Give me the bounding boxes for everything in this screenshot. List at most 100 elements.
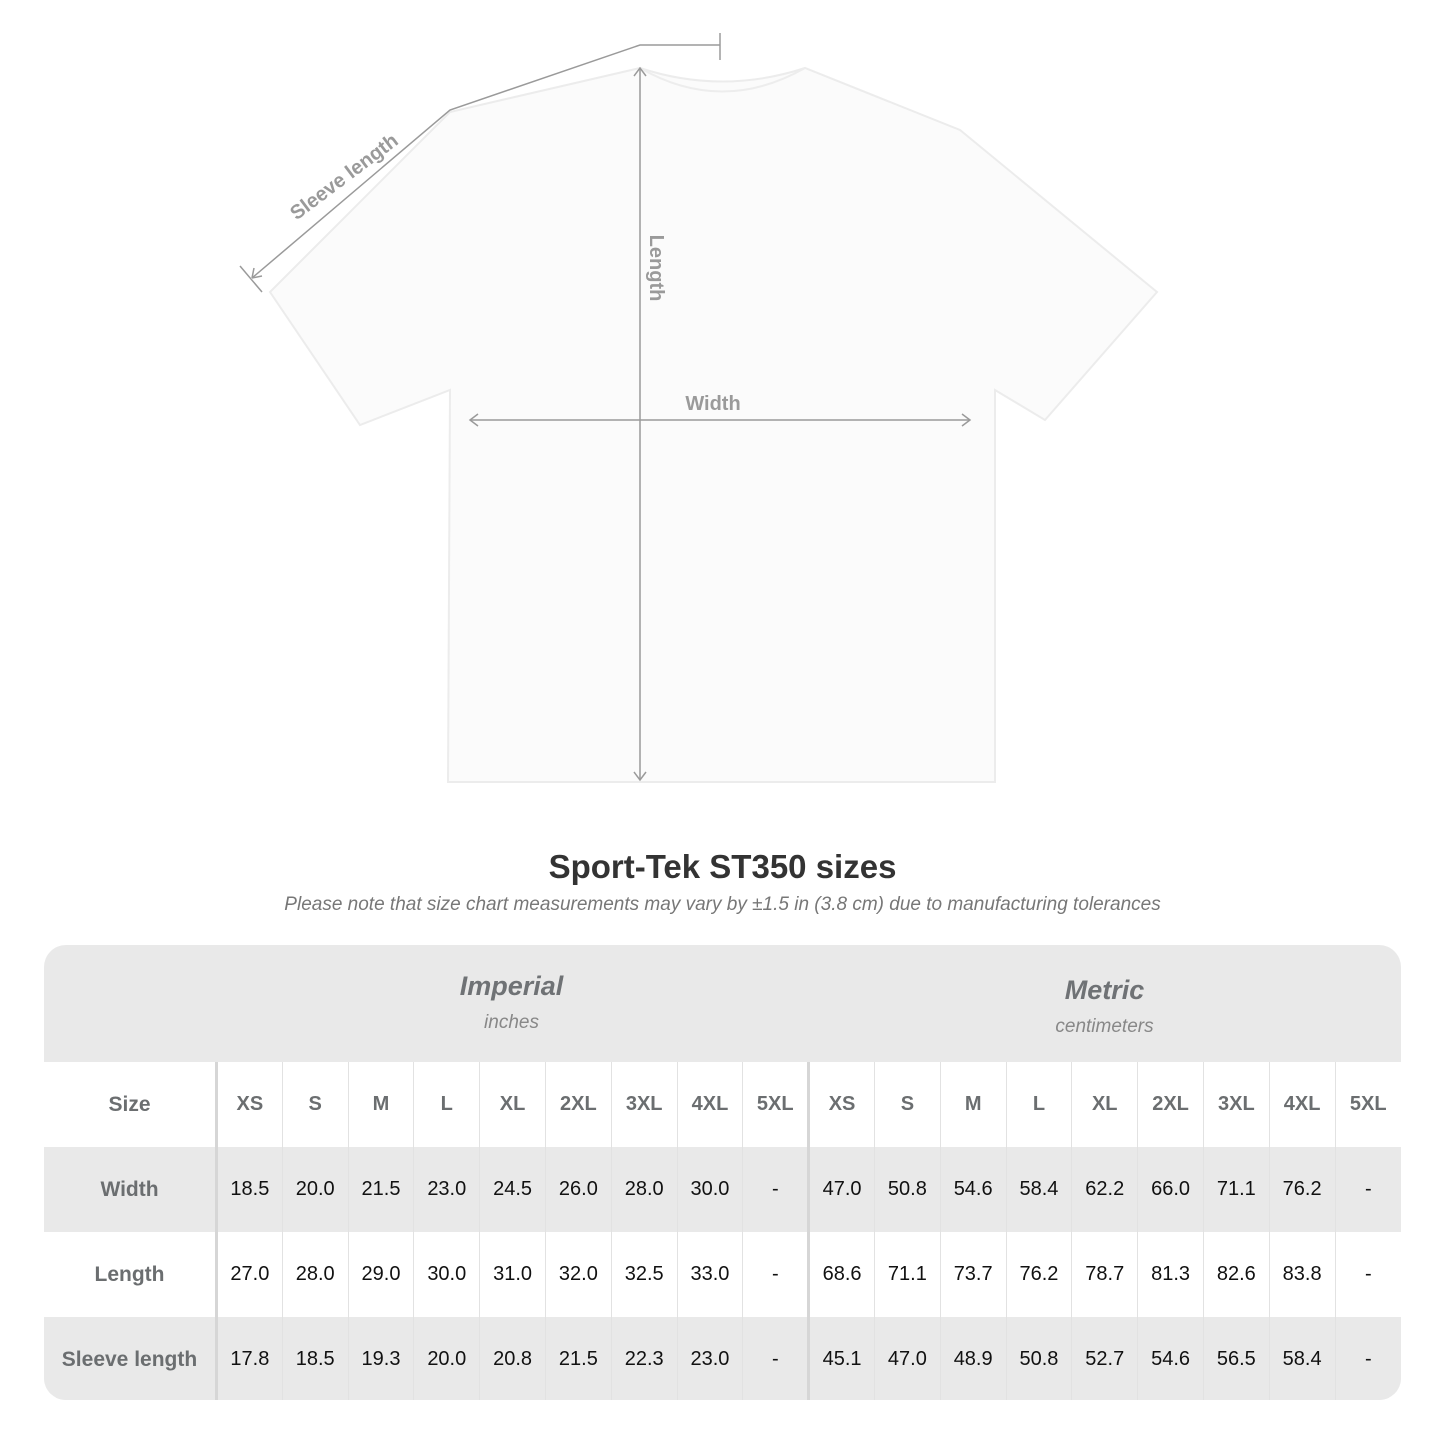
size-table: Size XS S M L XL 2XL 3XL 4XL 5XL XS S M L XL 2XL 3XL 4XL 5… — [44, 1062, 1401, 1400]
metric-size-2xl: 2XL — [1137, 1062, 1204, 1147]
tshirt-shape — [268, 66, 1159, 783]
imperial-size-xs: XS — [215, 1062, 283, 1147]
metric-cell: - — [1334, 1147, 1401, 1232]
metric-size-4xl: 4XL — [1268, 1062, 1336, 1147]
table-row: Sleeve length 17.8 18.5 19.3 20.0 20.8 21.5 22.… — [44, 1317, 1401, 1400]
metric-size-l: L — [1005, 1062, 1072, 1147]
imperial-cell: 24.5 — [479, 1147, 546, 1232]
imperial-cell: 26.0 — [544, 1147, 612, 1232]
metric-cell: 81.3 — [1137, 1232, 1204, 1317]
imperial-cell: 30.0 — [676, 1147, 743, 1232]
table-row: Width 18.5 20.0 21.5 23.0 24.5 26.0 28.0 30.0-47… — [44, 1147, 1401, 1232]
metric-cell: 76.2 — [1268, 1147, 1336, 1232]
imperial-size-l: L — [413, 1062, 480, 1147]
metric-size-3xl: 3XL — [1202, 1062, 1270, 1147]
metric-size-xs: XS — [807, 1062, 875, 1147]
metric-cell: 47.0 — [807, 1147, 875, 1232]
page-title: Sport-Tek ST350 sizes — [548, 848, 897, 885]
imperial-size-5xl: 5XL — [742, 1062, 809, 1147]
metric-cell: 58.4 — [1268, 1317, 1336, 1400]
size-label: Size — [108, 1092, 151, 1116]
metric-header: Metric centimeters — [808, 945, 1401, 1092]
row-label: Width — [100, 1177, 159, 1201]
imperial-cell: 23.0 — [413, 1147, 480, 1232]
imperial-size-m: M — [347, 1062, 414, 1147]
imperial-cell: 20.0 — [281, 1147, 349, 1232]
metric-cell: 45.1 — [807, 1317, 875, 1400]
sleeve-arrow — [251, 267, 263, 279]
length-arrow-top — [633, 66, 647, 77]
imperial-title: Imperial — [459, 971, 564, 1001]
metric-cell: 56.5 — [1202, 1317, 1270, 1400]
imperial-cell: 23.0 — [676, 1317, 743, 1400]
metric-cell: 48.9 — [939, 1317, 1007, 1400]
imperial-cell: 32.0 — [544, 1232, 612, 1317]
metric-cell: 71.1 — [1202, 1147, 1270, 1232]
imperial-cell: 18.5 — [215, 1147, 283, 1232]
imperial-cell: 21.5 — [347, 1147, 414, 1232]
metric-size-s: S — [873, 1062, 941, 1147]
sleeve-length-line — [251, 44, 720, 279]
metric-cell: 76.2 — [1005, 1232, 1072, 1317]
imperial-cell: 28.0 — [281, 1232, 349, 1317]
metric-cell: 47.0 — [873, 1317, 941, 1400]
length-arrow-bottom — [633, 771, 647, 782]
imperial-cell: 19.3 — [347, 1317, 414, 1400]
metric-cell: 73.7 — [939, 1232, 1007, 1317]
metric-cell: 83.8 — [1268, 1232, 1336, 1317]
collar — [639, 67, 806, 93]
imperial-cell: 30.0 — [413, 1232, 480, 1317]
imperial-cell: 27.0 — [215, 1232, 283, 1317]
imperial-cell: - — [742, 1147, 809, 1232]
metric-cell: - — [1334, 1317, 1401, 1400]
metric-cell: 54.6 — [939, 1147, 1007, 1232]
imperial-unit: inches — [484, 1012, 539, 1033]
imperial-cell: 28.0 — [610, 1147, 678, 1232]
metric-cell: 66.0 — [1137, 1147, 1204, 1232]
size-table-card: Imperial inches Metric centimeters Size X… — [44, 945, 1401, 1400]
metric-cell: - — [1334, 1232, 1401, 1317]
imperial-cell: 32.5 — [610, 1232, 678, 1317]
metric-cell: 52.7 — [1071, 1317, 1138, 1400]
metric-unit: centimeters — [1055, 1016, 1154, 1037]
imperial-cell: 20.0 — [413, 1317, 480, 1400]
width-label: Width — [685, 393, 740, 415]
imperial-cell: 22.3 — [610, 1317, 678, 1400]
metric-size-m: M — [939, 1062, 1007, 1147]
metric-size-5xl: 5XL — [1334, 1062, 1401, 1147]
metric-size-xl: XL — [1071, 1062, 1138, 1147]
imperial-cell: 17.8 — [215, 1317, 283, 1400]
imperial-cell: 29.0 — [347, 1232, 414, 1317]
imperial-cell: 31.0 — [479, 1232, 546, 1317]
table-row: Length 27.0 28.0 29.0 30.0 31.0 32.0 32.5 33.0-6… — [44, 1232, 1401, 1317]
metric-cell: 62.2 — [1071, 1147, 1138, 1232]
imperial-size-3xl: 3XL — [610, 1062, 678, 1147]
metric-cell: 71.1 — [873, 1232, 941, 1317]
imperial-size-s: S — [281, 1062, 349, 1147]
sleeve-start-tick — [239, 265, 263, 293]
metric-cell: 82.6 — [1202, 1232, 1270, 1317]
imperial-cell: 21.5 — [544, 1317, 612, 1400]
row-label: Length — [94, 1262, 165, 1286]
imperial-cell: 20.8 — [479, 1317, 546, 1400]
tshirt-measurement-diagram: Sleeve length Length Width — [239, 33, 1159, 783]
imperial-size-xl: XL — [479, 1062, 546, 1147]
imperial-cell: 18.5 — [281, 1317, 349, 1400]
metric-cell: 50.8 — [1005, 1317, 1072, 1400]
imperial-cell: 33.0 — [676, 1232, 743, 1317]
size-header-row: Size XS S M L XL 2XL 3XL 4XL 5XL XS S M L XL 2XL 3XL 4XL 5… — [44, 1062, 1401, 1147]
width-arrow-left — [468, 413, 479, 427]
metric-cell: 68.6 — [807, 1232, 875, 1317]
tolerance-note: Please note that size chart measurements… — [284, 894, 1161, 915]
length-label: Length — [645, 235, 667, 302]
metric-cell: 78.7 — [1071, 1232, 1138, 1317]
imperial-cell: - — [742, 1232, 809, 1317]
imperial-cell: - — [742, 1317, 809, 1400]
row-label: Sleeve length — [61, 1347, 198, 1371]
metric-cell: 50.8 — [873, 1147, 941, 1232]
metric-cell: 54.6 — [1137, 1317, 1204, 1400]
imperial-size-2xl: 2XL — [544, 1062, 612, 1147]
width-arrow-right — [961, 413, 972, 427]
imperial-header: Imperial inches — [215, 945, 808, 1088]
imperial-size-4xl: 4XL — [676, 1062, 743, 1147]
